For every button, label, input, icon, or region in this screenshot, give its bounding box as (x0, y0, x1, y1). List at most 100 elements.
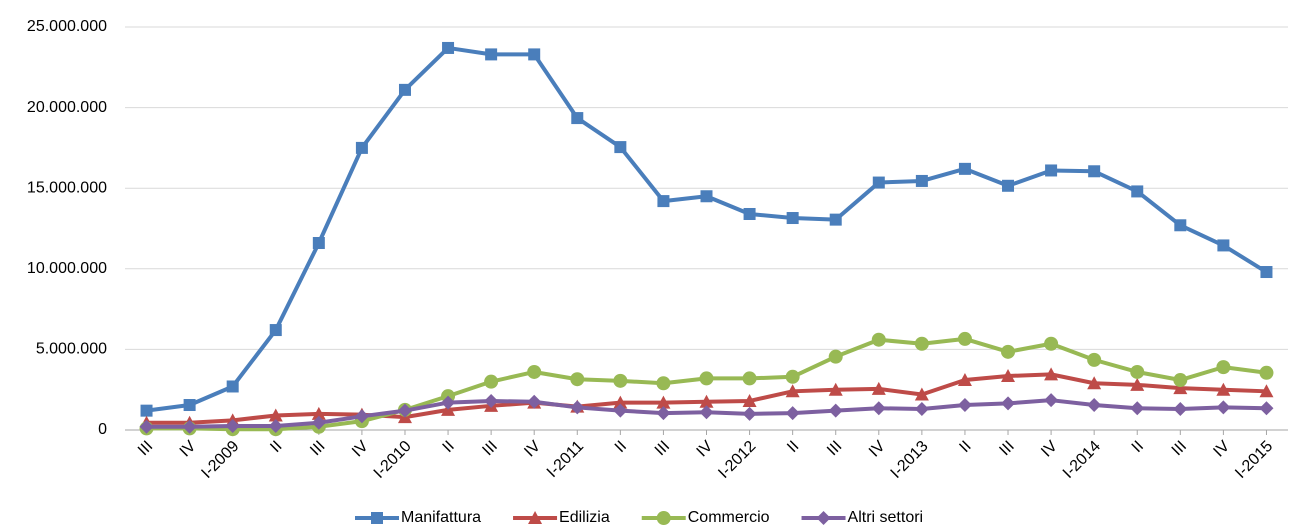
data-point (871, 401, 886, 416)
x-tick-label: IV (177, 438, 200, 461)
data-point (441, 395, 456, 410)
data-point (397, 403, 412, 418)
data-point (268, 418, 283, 433)
x-tick-label: III (652, 438, 673, 459)
data-point (613, 395, 628, 409)
data-point (957, 373, 972, 387)
data-point (1259, 384, 1274, 398)
data-point (957, 398, 972, 413)
data-point (742, 406, 757, 421)
data-point (398, 83, 411, 96)
legend-marker (656, 511, 671, 525)
data-point (785, 406, 800, 421)
data-point (656, 376, 671, 391)
y-tick-label: 15.000.000 (27, 179, 107, 196)
data-point (1174, 219, 1187, 232)
data-point (871, 381, 886, 395)
data-point (613, 403, 628, 418)
data-point (957, 331, 972, 346)
data-point (139, 419, 154, 434)
x-tick-label: II (956, 438, 974, 456)
data-point (743, 207, 756, 220)
data-point (182, 419, 197, 434)
data-point (1045, 164, 1058, 177)
data-point (527, 394, 542, 409)
x-tick-label: IV (1038, 438, 1061, 461)
data-point (1259, 401, 1274, 416)
x-tick-label: II (440, 438, 458, 456)
data-point (656, 395, 671, 409)
data-point (742, 371, 757, 386)
data-point (311, 406, 326, 420)
x-tick-label: III (135, 438, 156, 459)
data-point (225, 418, 240, 433)
data-point (1173, 381, 1188, 395)
data-point (140, 404, 153, 417)
x-tick-label: I-2010 (371, 438, 415, 482)
x-tick-label: II (1129, 438, 1147, 456)
data-point (914, 387, 929, 401)
data-point (312, 237, 325, 250)
legend-label: Altri settori (848, 509, 924, 526)
data-point (268, 408, 283, 422)
legend-marker (816, 511, 831, 525)
legend-marker (528, 511, 543, 524)
data-point (871, 332, 886, 347)
data-point (1001, 368, 1016, 382)
data-point (656, 406, 671, 421)
data-point (699, 394, 714, 408)
data-point (484, 393, 499, 408)
data-point (527, 364, 542, 379)
x-tick-label: IV (1210, 438, 1233, 461)
data-point (484, 374, 499, 389)
data-point (1087, 398, 1102, 413)
x-tick-label: III (824, 438, 845, 459)
legend-label: Manifattura (401, 509, 481, 526)
data-point (828, 349, 843, 364)
x-tick-label: III (1169, 438, 1190, 459)
data-point (958, 162, 971, 175)
y-tick-label: 20.000.000 (27, 99, 107, 116)
data-point (571, 112, 584, 125)
data-point (914, 336, 929, 351)
x-tick-label: I-2015 (1232, 438, 1276, 482)
x-tick-label: III (479, 438, 500, 459)
data-point (1259, 365, 1274, 380)
data-point (700, 190, 713, 203)
x-tick-label: II (784, 438, 802, 456)
data-point (1044, 336, 1059, 351)
data-point (872, 176, 885, 189)
data-point (183, 399, 196, 412)
data-point (829, 213, 842, 226)
data-point (786, 212, 799, 225)
x-tick-label: IV (349, 438, 372, 461)
x-tick-label: IV (866, 438, 889, 461)
data-point (785, 369, 800, 384)
data-point (355, 141, 368, 154)
x-tick-label: III (996, 438, 1017, 459)
x-tick-label: IV (694, 438, 717, 461)
y-tick-label: 10.000.000 (27, 260, 107, 277)
data-point (828, 382, 843, 396)
data-point (915, 174, 928, 187)
x-tick-label: II (267, 438, 285, 456)
data-point (1260, 266, 1273, 279)
data-point (699, 371, 714, 386)
legend-label: Commercio (688, 509, 770, 526)
data-point (1044, 367, 1059, 381)
data-point (1130, 364, 1145, 379)
data-point (742, 393, 757, 407)
x-tick-label: I-2012 (715, 438, 759, 482)
x-tick-label: II (612, 438, 630, 456)
data-point (269, 324, 282, 337)
x-tick-label: I-2011 (544, 438, 587, 481)
x-tick-label: I-2009 (198, 438, 242, 482)
data-point (226, 380, 239, 393)
y-tick-label: 0 (98, 421, 107, 438)
data-point (1044, 393, 1059, 408)
data-point (1216, 382, 1231, 396)
data-point (1216, 400, 1231, 415)
data-point (1001, 344, 1016, 359)
data-point (1088, 165, 1101, 178)
